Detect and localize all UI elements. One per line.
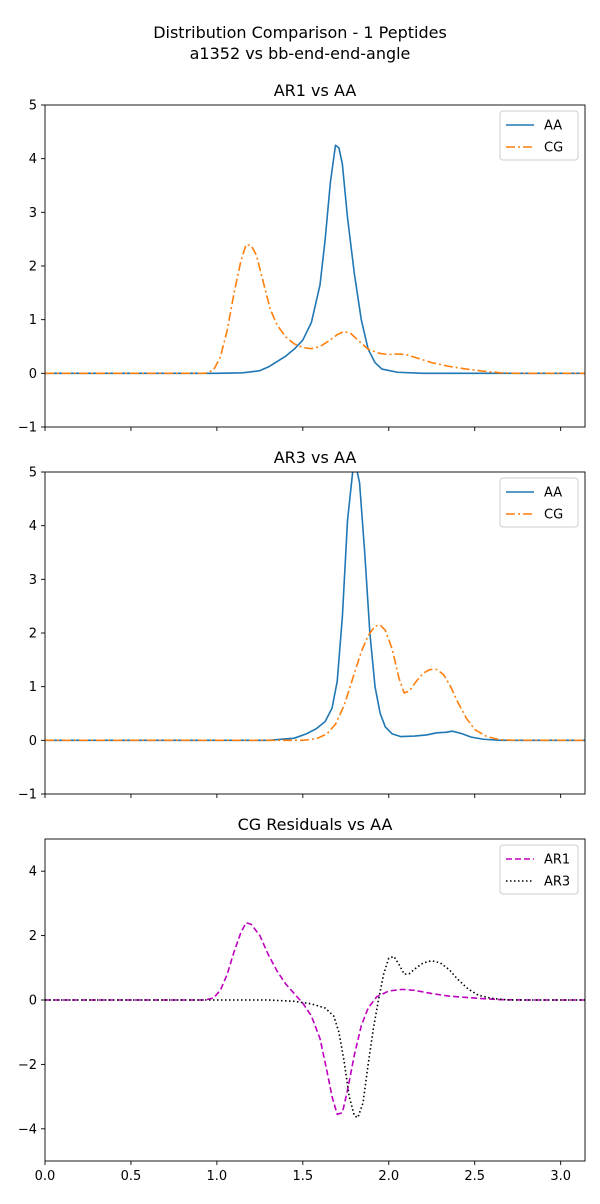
y-tick-label: −1 <box>18 421 37 436</box>
plot-cg-residuals: CG Residuals vs AA −4 −2 0 2 4 0.0 0.5 1.0 1.5 2.… <box>18 815 586 1184</box>
y-tick-label: 0 <box>29 367 37 382</box>
y-tick-label: 0 <box>29 994 37 1009</box>
series-line-ar1 <box>45 921 585 1116</box>
legend: AA CG <box>499 477 579 528</box>
x-tick-label: 2.0 <box>378 1169 399 1184</box>
legend-label-cg: CG <box>544 508 563 523</box>
legend-label-aa: AA <box>544 119 562 134</box>
y-tick-label: 1 <box>29 313 37 328</box>
figure-title-line2: a1352 vs bb-end-end-angle <box>190 44 411 63</box>
series-line-ar3 <box>45 955 585 1119</box>
legend-label-ar3: AR3 <box>544 875 570 890</box>
legend: AA CG <box>499 110 579 161</box>
plot-title: AR1 vs AA <box>274 81 357 100</box>
legend-label-cg: CG <box>544 141 563 156</box>
series-line-aa <box>45 472 585 742</box>
series-line-cg <box>45 624 585 742</box>
y-tick-label: 4 <box>29 865 37 880</box>
y-tick-label: 0 <box>29 734 37 749</box>
legend-label-ar1: AR1 <box>544 853 570 868</box>
y-tick-label: 2 <box>29 627 37 642</box>
figure-title-line1: Distribution Comparison - 1 Peptides <box>153 23 447 42</box>
y-tick-label: 3 <box>29 573 37 588</box>
x-tick-label: 1.5 <box>292 1169 313 1184</box>
plot-title: CG Residuals vs AA <box>238 815 393 834</box>
y-tick-label: 2 <box>29 929 37 944</box>
plot-ar3-vs-aa: AR3 vs AA −1 0 1 2 3 4 5 AA CG <box>18 448 586 803</box>
plot-ar1-vs-aa: AR1 vs AA −1 0 1 2 3 4 5 AA CG <box>18 81 586 436</box>
x-tick-label: 0.5 <box>121 1169 142 1184</box>
x-tick-label: 1.0 <box>207 1169 228 1184</box>
x-tick-label: 0.0 <box>35 1169 56 1184</box>
x-tick-label: 3.0 <box>550 1169 571 1184</box>
series-line-aa <box>45 144 585 375</box>
y-tick-label: 4 <box>29 152 37 167</box>
y-tick-label: −4 <box>18 1122 37 1137</box>
series-line-cg <box>45 243 585 375</box>
legend-label-aa: AA <box>544 486 562 501</box>
y-tick-label: 4 <box>29 519 37 534</box>
x-tick-label: 2.5 <box>464 1169 485 1184</box>
y-tick-label: −2 <box>18 1058 37 1073</box>
y-tick-label: 5 <box>29 99 37 114</box>
y-tick-label: −1 <box>18 788 37 803</box>
y-tick-label: 5 <box>29 466 37 481</box>
y-tick-label: 3 <box>29 206 37 221</box>
plot-title: AR3 vs AA <box>274 448 357 467</box>
y-tick-label: 1 <box>29 680 37 695</box>
y-tick-label: 2 <box>29 260 37 275</box>
